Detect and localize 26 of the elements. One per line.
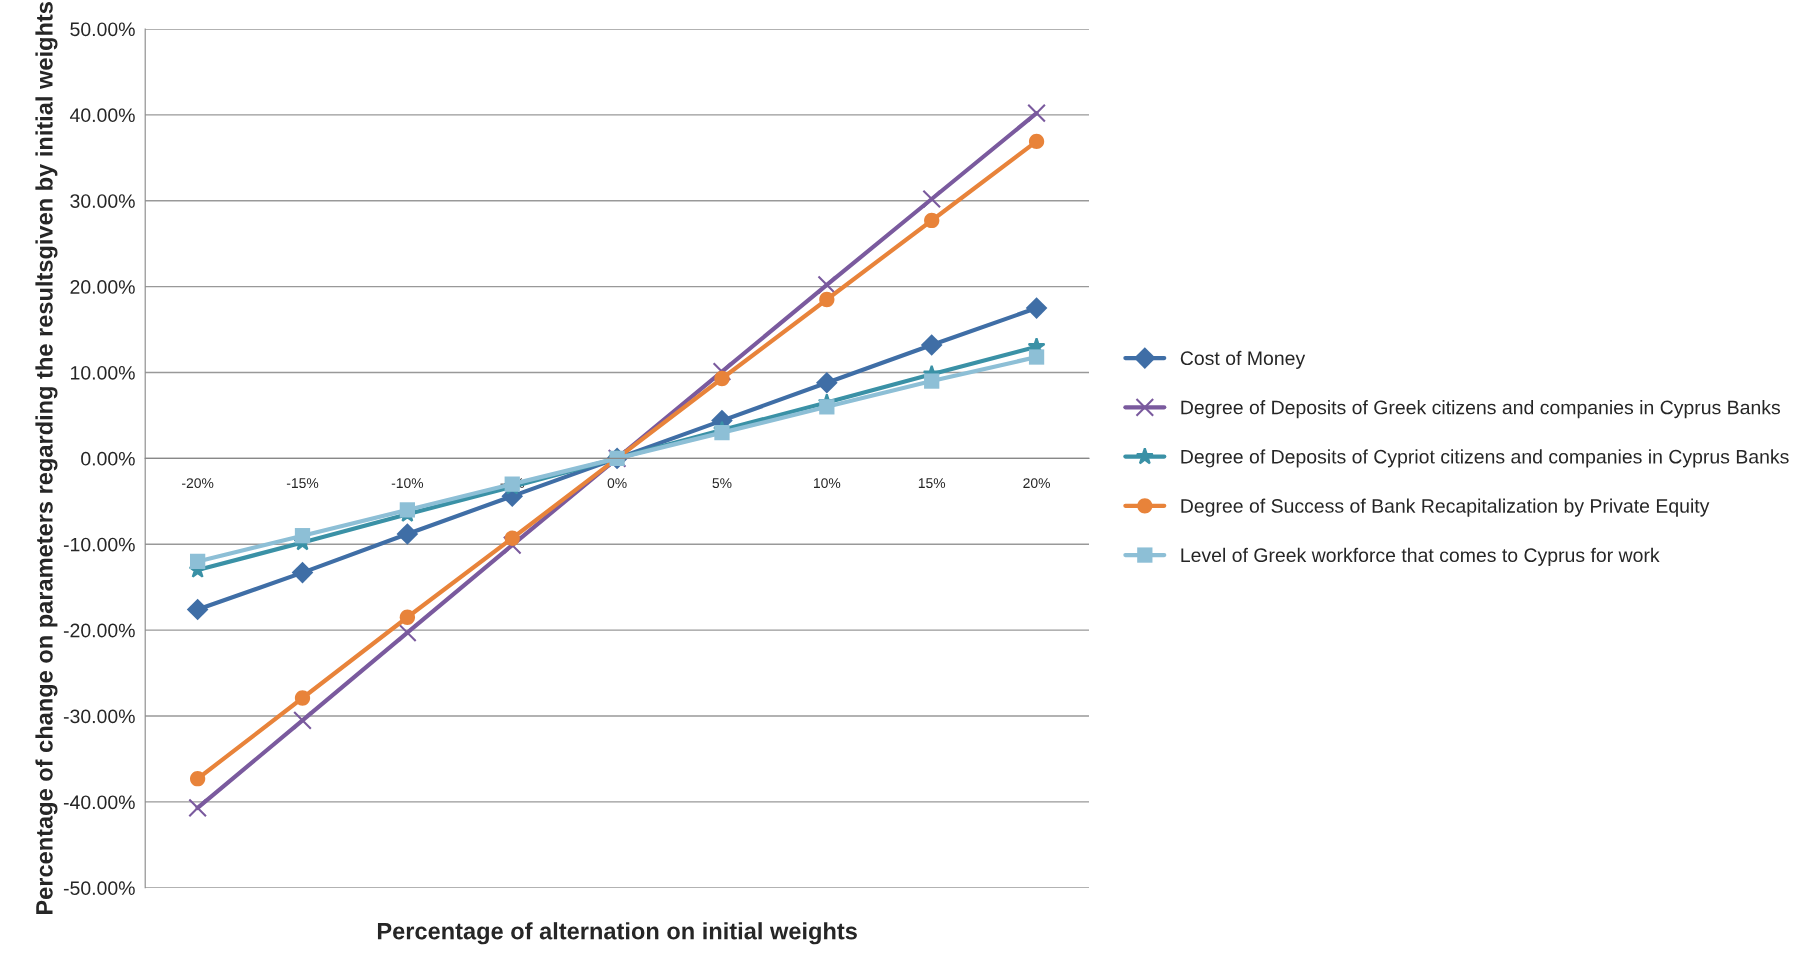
y-tick-label: 30.00% <box>70 194 135 208</box>
y-tick-label: 40.00% <box>69 108 135 123</box>
legend-label: Degree of Deposits of Cypriot citizens and companies in Cyprus Banks <box>1181 449 1789 468</box>
y-tick-label: -40.00% <box>63 795 135 810</box>
x-tick-label: -20% <box>182 478 214 489</box>
y-axis-title: Percentage of change on parameters regarding the resultsgiven by initial weights <box>35 2 58 915</box>
x-tick-label: 5% <box>712 478 732 489</box>
x-tick-label: -10% <box>391 478 424 489</box>
x-tick-label: 20% <box>1023 478 1050 489</box>
y-tick-label: -10.00% <box>63 537 135 552</box>
y-tick-label: 20.00% <box>70 280 135 294</box>
x-axis-title: Percentage of alternation on initial weights <box>377 922 857 945</box>
legend-label: Cost of Money <box>1180 350 1306 369</box>
legend-label: Degree of Deposits of Greek citizens and companies in Cyprus Banks <box>1181 400 1781 419</box>
legend-label: Degree of Success of Bank Recapitalization by Private Equity <box>1181 498 1710 517</box>
x-tick-label: 0% <box>607 478 627 489</box>
y-tick-label: -50.00% <box>63 881 135 896</box>
x-tick-label: 10% <box>813 478 841 489</box>
y-tick-label: 10.00% <box>71 365 135 380</box>
y-tick-label: 50.00% <box>70 22 135 37</box>
y-tick-label: -20.00% <box>63 623 135 638</box>
x-tick-label: 15% <box>918 478 946 489</box>
y-tick-label: 0.00% <box>81 451 135 466</box>
legend-label: Level of Greek workforce that comes to Cyprus for work <box>1181 547 1660 566</box>
x-tick-label: -15% <box>286 478 319 489</box>
y-tick-label: -30.00% <box>63 709 135 724</box>
